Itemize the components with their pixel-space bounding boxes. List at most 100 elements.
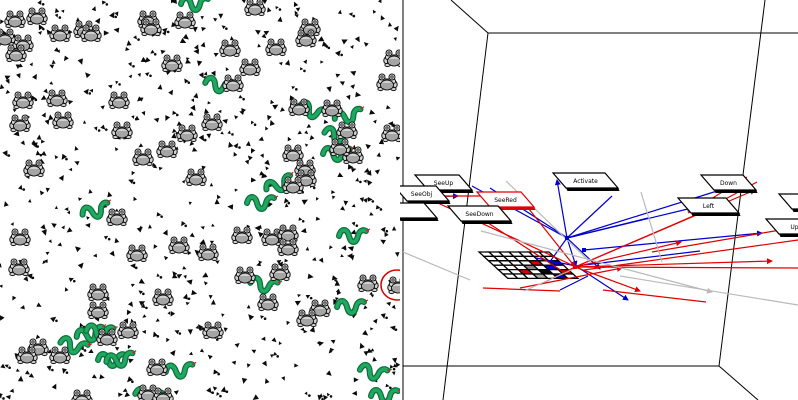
network-view[interactable]: SeeUp SeeObj SeeRed SeeDown Activate Down Left… <box>400 0 798 400</box>
frog-sprite[interactable] <box>321 99 343 118</box>
frog-sprite[interactable] <box>239 58 261 77</box>
frog-sprite[interactable] <box>9 114 31 133</box>
snake-sprite[interactable] <box>337 300 368 313</box>
frog-sprite[interactable] <box>357 274 379 293</box>
frog-sprite[interactable] <box>49 24 71 43</box>
frog-sprite[interactable] <box>257 293 279 312</box>
frog-sprite[interactable] <box>277 224 299 243</box>
fly-dot <box>88 348 94 354</box>
fly-dot <box>375 204 381 210</box>
frog-sprite[interactable] <box>265 38 287 57</box>
fly-dot <box>75 17 80 22</box>
plate-label: SeeUp <box>434 180 454 187</box>
fly-dot <box>287 136 292 142</box>
fly-dot <box>363 42 369 47</box>
fly-dot <box>385 229 389 233</box>
frog-sprite[interactable] <box>126 244 148 263</box>
frog-sprite[interactable] <box>282 176 304 195</box>
frog-sprite[interactable] <box>168 236 190 255</box>
fly-dot <box>278 8 282 11</box>
fly-dot <box>170 0 176 4</box>
fly-dot <box>227 130 231 135</box>
frog-sprite[interactable] <box>282 144 304 163</box>
frog-sprite[interactable] <box>383 49 400 68</box>
fly-dot <box>178 332 182 335</box>
frog-sprite[interactable] <box>23 159 45 178</box>
frog-sprite[interactable] <box>201 113 223 132</box>
frog-sprite[interactable] <box>161 54 183 73</box>
frog-sprite[interactable] <box>108 91 130 110</box>
frog-sprite[interactable] <box>234 266 256 285</box>
fly-dot <box>67 99 74 105</box>
frog-sprite[interactable] <box>49 346 71 365</box>
fly-dot <box>384 231 389 238</box>
frog-sprite[interactable] <box>8 258 30 277</box>
frog-sprite[interactable] <box>16 346 38 365</box>
fly-dot <box>392 367 396 371</box>
fly-dot <box>351 167 357 173</box>
frog-sprite[interactable] <box>219 39 241 58</box>
frog-sprite[interactable] <box>87 301 109 320</box>
fly-dot <box>200 16 204 20</box>
fly-dot <box>162 27 168 34</box>
frog-sprite[interactable] <box>111 121 133 140</box>
frog-sprite[interactable] <box>202 321 224 340</box>
frog-sprite[interactable] <box>185 168 207 187</box>
frog-sprite[interactable] <box>9 228 31 247</box>
frog-sprite[interactable] <box>269 263 291 282</box>
fly-dot <box>189 141 195 146</box>
fly-dot <box>355 91 362 98</box>
frog-sprite[interactable] <box>176 124 198 143</box>
frog-sprite[interactable] <box>296 309 318 328</box>
frog-sprite[interactable] <box>387 276 400 295</box>
frog-sprite[interactable] <box>117 321 139 340</box>
frog-sprite[interactable] <box>52 111 74 130</box>
frog-sprite[interactable] <box>46 89 68 108</box>
frog-sprite[interactable] <box>12 91 34 110</box>
frog-sprite[interactable] <box>4 10 26 29</box>
frog-sprite[interactable] <box>152 288 174 307</box>
plate-label: SeeObj <box>411 191 433 198</box>
frog-sprite[interactable] <box>376 73 398 92</box>
frog-sprite[interactable] <box>152 387 174 400</box>
fly-dot <box>122 388 128 392</box>
frog-sprite[interactable] <box>132 148 154 167</box>
world-canvas[interactable] <box>0 0 400 400</box>
fly-dot <box>2 397 5 400</box>
fly-dot <box>212 386 218 391</box>
frog-sprite[interactable] <box>288 98 310 117</box>
fly-dot <box>157 84 163 90</box>
fly-dot <box>264 378 270 384</box>
snake-sprite[interactable] <box>247 196 278 209</box>
frog-sprite[interactable] <box>174 11 196 30</box>
fly-dot <box>16 72 21 79</box>
fly-dot <box>386 105 391 110</box>
fly-dot <box>141 111 146 116</box>
frog-sprite[interactable] <box>381 124 400 143</box>
frog-sprite[interactable] <box>222 74 244 93</box>
fly-dot <box>250 177 257 183</box>
fly-dot <box>142 314 147 318</box>
frog-sprite[interactable] <box>231 226 253 245</box>
fly-dot <box>43 88 48 94</box>
fly-dot <box>264 159 270 166</box>
frog-sprite[interactable] <box>71 389 93 400</box>
fly-dot <box>250 120 255 125</box>
snake-sprite[interactable] <box>165 362 197 378</box>
connection-line <box>602 289 707 303</box>
frog-sprite[interactable] <box>244 0 266 17</box>
plate-face <box>764 218 798 235</box>
fly-dot <box>254 225 261 231</box>
frog-sprite[interactable] <box>156 140 178 159</box>
frog-sprite[interactable] <box>197 243 219 262</box>
frog-sprite[interactable] <box>146 358 168 377</box>
world-view[interactable] <box>0 0 400 400</box>
fly-dot <box>331 275 338 281</box>
snake-sprite[interactable] <box>371 389 400 400</box>
frog-sprite[interactable] <box>87 283 109 302</box>
frog-sprite[interactable] <box>26 7 48 26</box>
snake-sprite[interactable] <box>359 363 392 382</box>
snake-sprite[interactable] <box>181 0 212 10</box>
fly-dot <box>12 295 17 301</box>
